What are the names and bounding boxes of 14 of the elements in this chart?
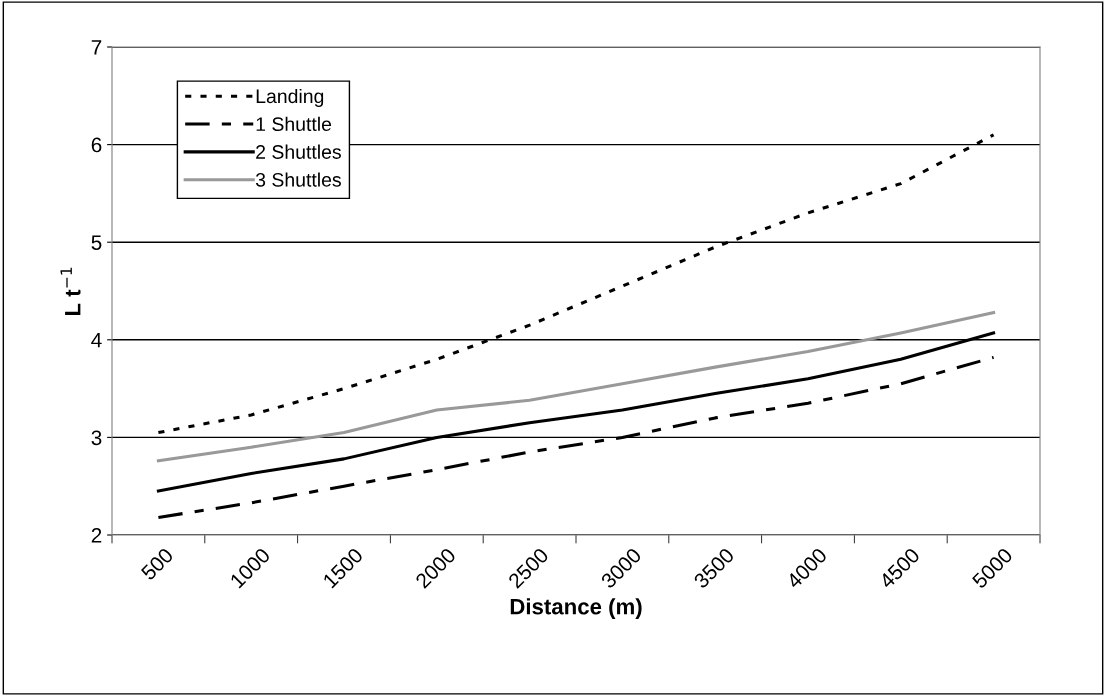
legend-label: 2 Shuttles — [256, 144, 341, 159]
y-tick-label: 6 — [91, 137, 102, 153]
y-tick-label: 7 — [91, 40, 102, 55]
x-tick-label: 500 — [140, 547, 175, 581]
y-tick-label: 4 — [91, 333, 102, 348]
y-tick-label: 3 — [91, 430, 102, 446]
legend-label: 3 Shuttles — [255, 172, 341, 187]
y-axis-title: L t$^{−1}$ — [60, 267, 81, 316]
y-tick-label: 5 — [91, 235, 102, 250]
x-axis-title: Distance (m) — [510, 598, 642, 619]
legend-label: Landing — [256, 88, 324, 108]
y-tick-label: 2 — [91, 528, 102, 543]
line-series — [156, 310, 996, 463]
legend-label: 1 Shuttle — [256, 116, 332, 132]
